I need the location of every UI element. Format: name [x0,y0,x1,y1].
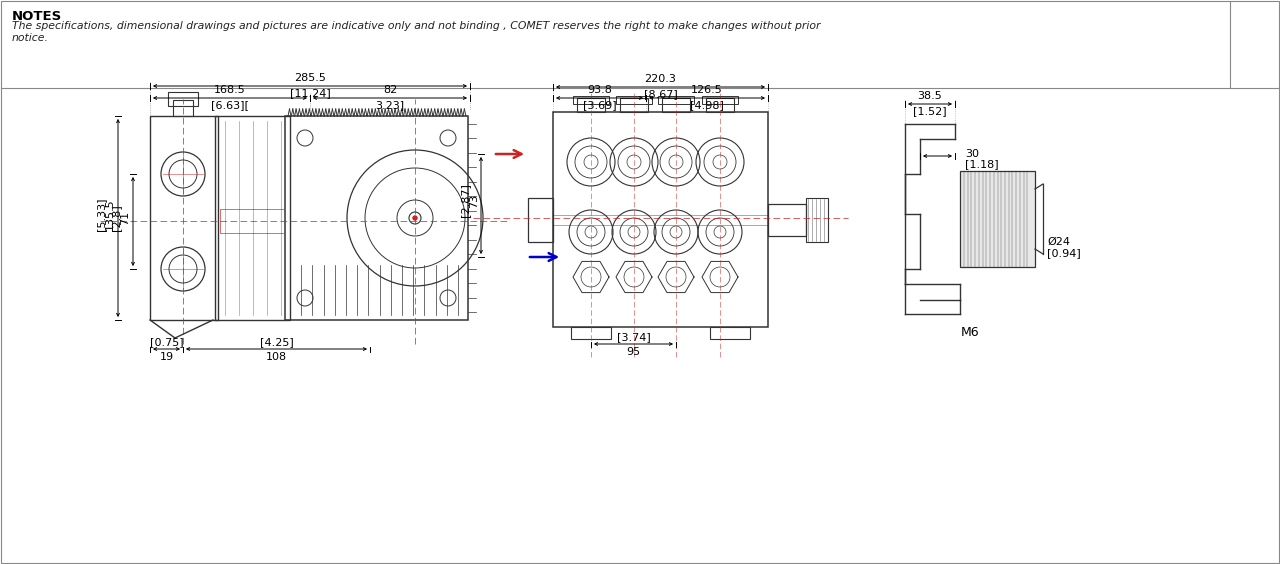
Text: The specifications, dimensional drawings and pictures are indicative only and no: The specifications, dimensional drawings… [12,21,820,31]
Text: 126.5: 126.5 [691,85,723,95]
Bar [710,327,750,339]
Text: [5.33]: [5.33] [96,197,106,231]
Bar [620,98,648,112]
Text: [2.87]: [2.87] [460,183,470,218]
Text: [4.98]: [4.98] [690,100,724,110]
Text: [1.18]: [1.18] [965,159,998,169]
Bar [573,96,609,104]
Bar [168,92,198,106]
Text: 168.5: 168.5 [214,85,246,95]
Text: 95: 95 [626,347,640,357]
Text: [3.69]: [3.69] [582,100,616,110]
Bar [616,96,652,104]
Text: 108: 108 [266,352,287,362]
Text: 3.23]: 3.23] [375,100,404,110]
Text: M6: M6 [961,325,979,338]
Text: [3.74]: [3.74] [617,332,650,342]
Text: [11.24]: [11.24] [289,88,330,98]
Bar [215,116,291,320]
Bar [150,116,218,320]
Bar [529,197,553,241]
Text: [6.63][: [6.63][ [211,100,250,110]
Text: 71: 71 [120,210,131,224]
Text: [1.52]: [1.52] [913,106,947,116]
Bar [571,327,611,339]
Bar [553,112,768,327]
Text: 82: 82 [383,85,397,95]
Text: 38.5: 38.5 [918,91,942,101]
Text: [0.75]: [0.75] [150,337,183,347]
Bar [768,204,806,236]
Text: 93.8: 93.8 [588,85,612,95]
Bar [285,116,468,320]
Text: 73: 73 [468,193,479,208]
Text: [0.94]: [0.94] [1047,248,1080,258]
Text: NOTES: NOTES [12,10,63,23]
Bar [701,96,739,104]
Bar [662,98,690,112]
Text: [2.8]: [2.8] [111,204,122,231]
Text: 19: 19 [160,352,174,362]
Bar [658,96,694,104]
Text: [8.67]: [8.67] [644,89,677,99]
Text: 135.5: 135.5 [105,198,115,230]
Text: 285.5: 285.5 [294,73,326,83]
Circle shape [413,216,417,220]
Bar [577,98,605,112]
Bar [173,100,193,116]
Bar [707,98,733,112]
Text: notice.: notice. [12,33,49,43]
Bar [960,171,1036,267]
Bar [220,209,285,233]
Text: [4.25]: [4.25] [260,337,293,347]
Text: 30: 30 [965,149,979,159]
Text: Ø24: Ø24 [1047,237,1070,247]
Text: 220.3: 220.3 [645,74,676,84]
Bar [806,197,828,241]
